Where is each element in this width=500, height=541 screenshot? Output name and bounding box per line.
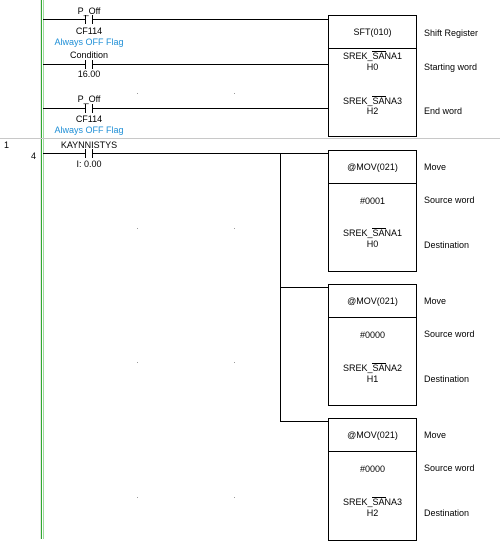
condition-contact[interactable] [85, 60, 93, 69]
mov-3-dest-name: SREK_SANA3 [342, 497, 403, 507]
kaynnistys-contact[interactable] [85, 149, 93, 158]
rung-gutter [0, 0, 41, 539]
mov-3-description: Move [424, 430, 447, 440]
rung-step: 4 [31, 151, 37, 161]
mov-1-source-label: Source word [424, 195, 475, 205]
mov-3-dest-addr: H2 [366, 508, 379, 518]
grid-dot [137, 497, 138, 498]
rung-separator [0, 138, 500, 139]
condition-name: Condition [69, 50, 109, 60]
mov-2-dest-addr: H1 [366, 374, 379, 384]
not-bar [372, 96, 386, 97]
mov-1-dest-addr: H0 [366, 239, 379, 249]
p-off-2-address: CF114 [75, 114, 103, 124]
not-bar [372, 228, 386, 229]
sft-instruction-label: SFT(010) [353, 27, 392, 37]
mov-3-source-label: Source word [424, 463, 475, 473]
sft-header-cell [329, 16, 416, 49]
p-off-1-contact[interactable] [85, 15, 93, 24]
p-off-1-comment: Always OFF Flag [54, 37, 124, 47]
wire [43, 19, 85, 20]
mov-1-dest-label: Destination [424, 240, 470, 250]
grid-dot [234, 228, 235, 229]
wire [93, 153, 328, 154]
mov-2-instruction: @MOV(021) [347, 296, 398, 306]
mov-3-header-cell [329, 419, 416, 452]
not-bar [372, 497, 386, 498]
grid-dot [234, 93, 235, 94]
p-off-2-contact[interactable] [85, 104, 93, 113]
mov-3-instruction: @MOV(021) [347, 430, 398, 440]
condition-address: 16.00 [77, 69, 101, 79]
not-bar [372, 51, 386, 52]
mov-1-source: #0001 [359, 196, 386, 206]
grid-dot [137, 228, 138, 229]
wire [43, 64, 85, 65]
kaynnistys-name: KAYNNISTYS [60, 140, 118, 150]
p-off-2-name: P_Off [77, 94, 101, 104]
left-power-rail [41, 0, 42, 539]
sft-end-word-name: SREK_SANA3 [342, 96, 403, 106]
wire [280, 421, 328, 422]
mov-3-dest-label: Destination [424, 508, 470, 518]
sft-description: Shift Register [424, 28, 479, 38]
kaynnistys-address: I: 0.00 [76, 159, 102, 169]
grid-dot [234, 497, 235, 498]
mov-2-dest-name: SREK_SANA2 [342, 363, 403, 373]
sft-end-word-desc: End word [424, 106, 463, 116]
sft-end-word-address: H2 [366, 106, 379, 116]
wire [93, 19, 328, 20]
mov-2-dest-label: Destination [424, 374, 470, 384]
mov-2-source: #0000 [359, 330, 386, 340]
not-bar [372, 363, 386, 364]
mov-2-source-label: Source word [424, 329, 475, 339]
grid-dot [137, 93, 138, 94]
grid-dot [137, 362, 138, 363]
mov-block-2[interactable]: @MOV(021) #0000 SREK_SANA2 H1 [328, 284, 417, 406]
wire [93, 108, 328, 109]
p-off-2-comment: Always OFF Flag [54, 125, 124, 135]
wire [43, 153, 85, 154]
p-off-1-name: P_Off [77, 6, 101, 16]
mov-1-dest-name: SREK_SANA1 [342, 228, 403, 238]
mov-1-description: Move [424, 162, 447, 172]
wire [93, 64, 328, 65]
left-power-rail-inner [43, 0, 44, 539]
mov-block-3[interactable]: @MOV(021) #0000 SREK_SANA3 H2 [328, 418, 417, 541]
rung-number: 1 [4, 140, 10, 150]
p-off-1-address: CF114 [75, 26, 103, 36]
wire [280, 287, 328, 288]
mov-3-source: #0000 [359, 464, 386, 474]
mov-block-1[interactable]: @MOV(021) #0001 SREK_SANA1 H0 [328, 150, 417, 272]
sft-start-word-name: SREK_SANA1 [342, 51, 403, 61]
grid-dot [234, 362, 235, 363]
wire [43, 108, 85, 109]
mov-1-header-cell [329, 151, 416, 184]
mov-2-header-cell [329, 285, 416, 318]
mov-1-instruction: @MOV(021) [347, 162, 398, 172]
sft-instruction-block[interactable]: SFT(010) SREK_SANA1 H0 SREK_SANA3 H2 [328, 15, 417, 137]
sft-starting-word-desc: Starting word [424, 62, 478, 72]
sft-start-word-address: H0 [366, 62, 379, 72]
mov-2-description: Move [424, 296, 447, 306]
